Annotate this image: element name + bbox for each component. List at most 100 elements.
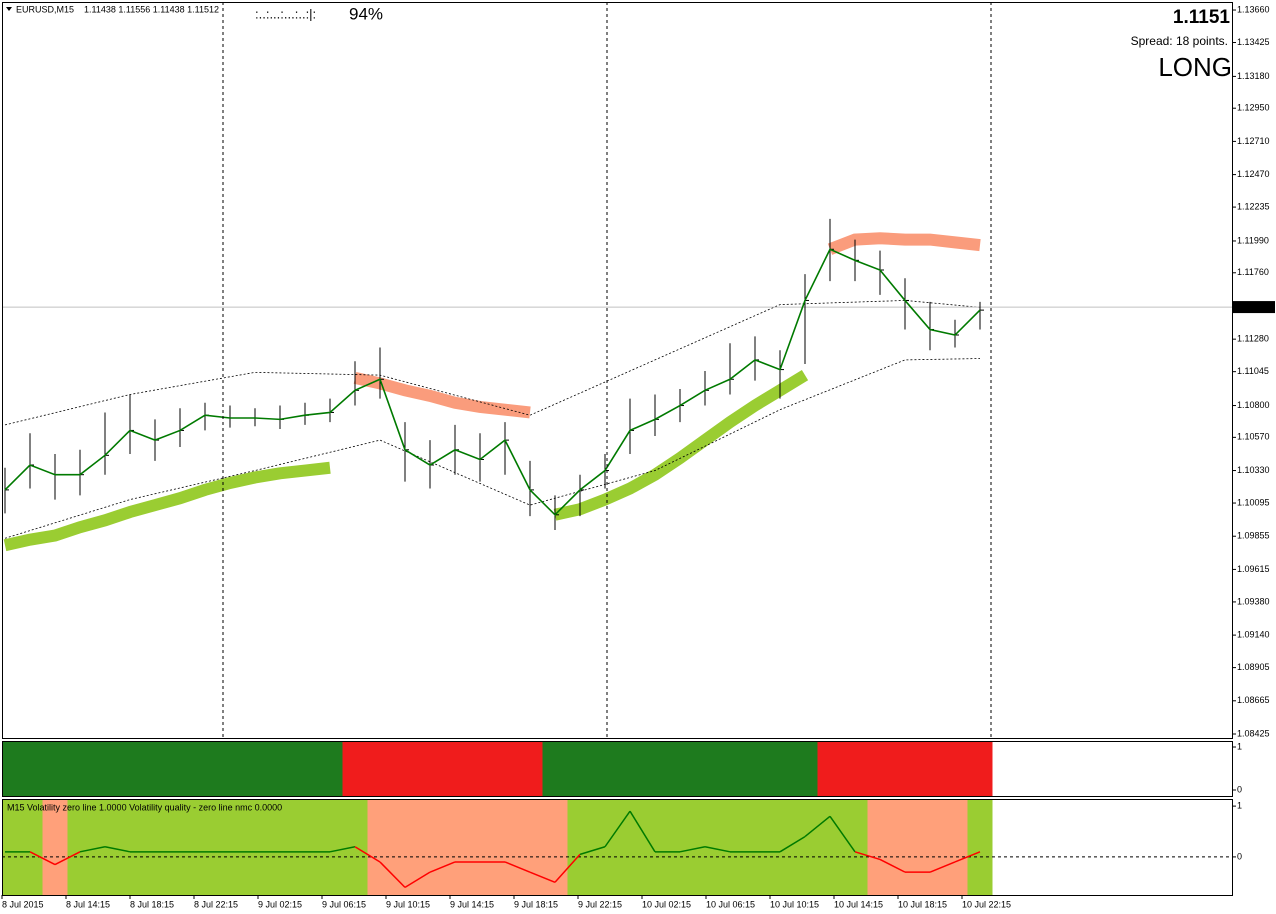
trend-bar (692, 742, 718, 796)
volatility-line (854, 851, 881, 861)
volatility-line (504, 861, 531, 873)
volatility-line (579, 846, 606, 856)
volatility-zone (67, 800, 93, 895)
upper-band (4, 300, 981, 426)
volatility-zone (517, 800, 543, 895)
x-tick-label: 9 Jul 06:15 (322, 899, 366, 909)
trend-bar (117, 742, 143, 796)
x-tick-label: 8 Jul 22:15 (194, 899, 238, 909)
trend-bar (392, 742, 418, 796)
volatility-line (79, 846, 106, 853)
trend-bar (592, 742, 618, 796)
trend-bar (642, 742, 668, 796)
volatility-zone (442, 800, 468, 895)
y-tick-label: 1.10330 (1237, 465, 1270, 475)
volatility-line (429, 861, 456, 873)
trend-frame (2, 741, 1233, 797)
current-price-label: 1.11512 (1236, 301, 1268, 311)
x-tick-label: 9 Jul 14:15 (450, 899, 494, 909)
y-tick-label: 1.11760 (1237, 267, 1269, 277)
trend-bar (617, 742, 643, 796)
spread: Spread: 18 points. (1131, 34, 1228, 48)
trend-bar (517, 742, 543, 796)
x-tick-label: 8 Jul 18:15 (130, 899, 174, 909)
y-tick-label: 1.11280 (1237, 334, 1269, 344)
volatility-zone (367, 800, 393, 895)
volatility-zone (717, 800, 743, 895)
trend-bar (867, 742, 893, 796)
trend-bar (317, 742, 343, 796)
x-tick-label: 9 Jul 10:15 (386, 899, 430, 909)
volatility-zone (667, 800, 693, 895)
trend-bar (67, 742, 93, 796)
trend-bar (192, 742, 218, 796)
y-tick-label: 1.10095 (1237, 497, 1270, 507)
volatility-frame (2, 799, 1233, 896)
volatility-zone (42, 800, 68, 895)
trend-bar (792, 742, 818, 796)
y-tick-label: 1.09140 (1237, 629, 1270, 639)
volatility-line (929, 861, 956, 873)
trend-bar (217, 742, 243, 796)
y-tick-label: 0 (1237, 851, 1242, 861)
volatility-line (379, 861, 406, 888)
volatility-line (104, 846, 131, 853)
volatility-line (804, 815, 831, 838)
x-tick-label: 10 Jul 06:15 (706, 899, 755, 909)
y-tick-label: 1.11990 (1237, 235, 1269, 245)
y-tick-label: 1.13180 (1237, 71, 1270, 81)
volatility-zone (917, 800, 943, 895)
trend-bar (717, 742, 743, 796)
volatility-zone (792, 800, 818, 895)
y-tick-label: 1.12710 (1237, 136, 1270, 146)
trend-bar (342, 742, 368, 796)
x-tick-label: 10 Jul 22:15 (962, 899, 1011, 909)
y-tick-label: 1.12950 (1237, 103, 1270, 113)
trend-bar (442, 742, 468, 796)
signal: LONG (1158, 52, 1232, 82)
x-tick-label: 10 Jul 18:15 (898, 899, 947, 909)
volatility-zone (967, 800, 993, 895)
volatility-line (829, 815, 856, 853)
volatility-zone (117, 800, 143, 895)
y-tick-label: 1.08665 (1237, 695, 1270, 705)
y-tick-label: 1 (1237, 800, 1242, 810)
volatility-line (704, 846, 731, 853)
x-tick-label: 8 Jul 14:15 (66, 899, 110, 909)
volatility-line (679, 846, 706, 853)
y-tick-label: 1.09855 (1237, 531, 1270, 541)
x-tick-label: 10 Jul 10:15 (770, 899, 819, 909)
y-tick-label: 1.11045 (1237, 366, 1269, 376)
progress: :..:...:...:..:|: (255, 6, 316, 21)
trend-bar (742, 742, 768, 796)
trend-bar (492, 742, 518, 796)
y-tick-label: 1.09380 (1237, 596, 1270, 606)
y-tick-label: 1.12235 (1237, 201, 1270, 211)
trend-bar (92, 742, 118, 796)
x-tick-label: 9 Jul 18:15 (514, 899, 558, 909)
volatility-line (604, 810, 631, 848)
menu-arrow (6, 7, 12, 11)
volatility-zone (642, 800, 668, 895)
quote: 1.11438 1.11556 1.11438 1.11512 (84, 4, 219, 14)
main-frame (2, 2, 1233, 739)
trend-bar (817, 742, 843, 796)
y-tick-label: 1.09615 (1237, 564, 1270, 574)
volatility-zone (17, 800, 43, 895)
volatility-zone (417, 800, 443, 895)
volatility-zone (867, 800, 893, 895)
volatility-zone (742, 800, 768, 895)
price: 1.1151 (1173, 7, 1230, 28)
trend-bar (417, 742, 443, 796)
trend-bar (42, 742, 68, 796)
trend-bar (17, 742, 43, 796)
volatility-line (329, 846, 356, 853)
trend-bar (942, 742, 968, 796)
volatility-line (54, 851, 81, 866)
volatility-line (779, 835, 806, 853)
percent: 94% (349, 4, 383, 23)
trend-bar (2, 742, 18, 796)
volatility-zone (192, 800, 218, 895)
trend-bar (842, 742, 868, 796)
